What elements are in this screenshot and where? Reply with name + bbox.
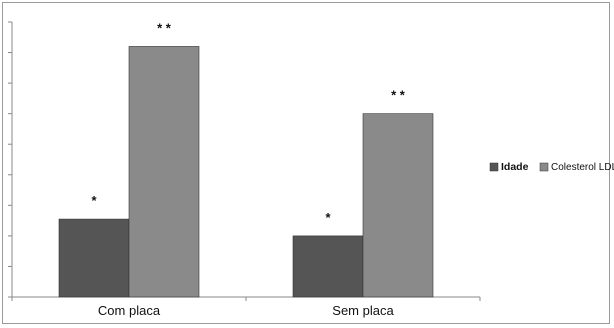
legend-label: Colesterol LDL [551, 162, 614, 173]
legend-swatch-colesterol-ldl [539, 162, 549, 172]
bar-idade-sem-placa [292, 235, 364, 298]
significance-marker: * [325, 210, 331, 225]
bar-colesterol-ldl-com-placa [128, 46, 200, 298]
bar-idade-com-placa [58, 218, 130, 298]
bar-colesterol-ldl-sem-placa [362, 113, 434, 298]
significance-marker: * [91, 193, 97, 208]
significance-marker: * * [157, 20, 172, 35]
significance-marker: * * [391, 88, 406, 103]
chart-legend: Idade Colesterol LDL [489, 161, 614, 173]
legend-swatch-idade [489, 162, 499, 172]
x-tick-label: Com placa [98, 303, 161, 318]
x-tick-label: Sem placa [332, 303, 394, 318]
chart-labels: * * * Com placa * * * Sem placa [91, 20, 405, 318]
legend-label: Idade [501, 161, 529, 173]
chart-bars [58, 46, 434, 298]
